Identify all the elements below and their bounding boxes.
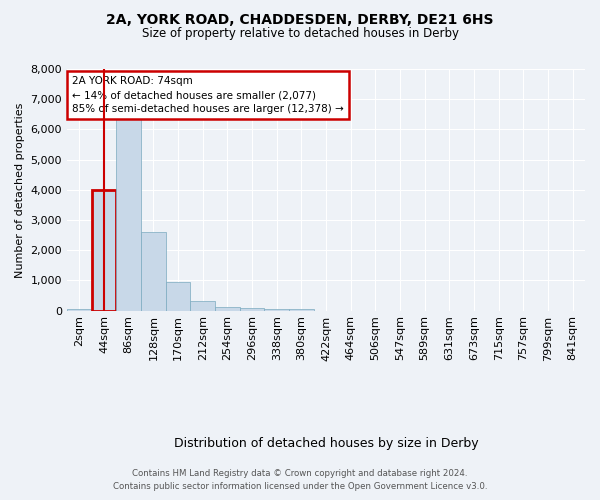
Bar <box>215 307 239 310</box>
Bar <box>67 309 92 310</box>
Text: 2A, YORK ROAD, CHADDESDEN, DERBY, DE21 6HS: 2A, YORK ROAD, CHADDESDEN, DERBY, DE21 6… <box>106 12 494 26</box>
Bar <box>239 308 265 310</box>
Bar <box>190 302 215 310</box>
X-axis label: Distribution of detached houses by size in Derby: Distribution of detached houses by size … <box>174 437 478 450</box>
Bar <box>116 114 141 310</box>
Bar <box>141 232 166 310</box>
Bar <box>265 309 289 310</box>
Bar <box>289 309 314 310</box>
Text: 2A YORK ROAD: 74sqm
← 14% of detached houses are smaller (2,077)
85% of semi-det: 2A YORK ROAD: 74sqm ← 14% of detached ho… <box>72 76 344 114</box>
Y-axis label: Number of detached properties: Number of detached properties <box>15 102 25 278</box>
Bar <box>92 190 116 310</box>
Text: Contains HM Land Registry data © Crown copyright and database right 2024.
Contai: Contains HM Land Registry data © Crown c… <box>113 470 487 491</box>
Bar <box>166 282 190 310</box>
Text: Size of property relative to detached houses in Derby: Size of property relative to detached ho… <box>142 28 458 40</box>
